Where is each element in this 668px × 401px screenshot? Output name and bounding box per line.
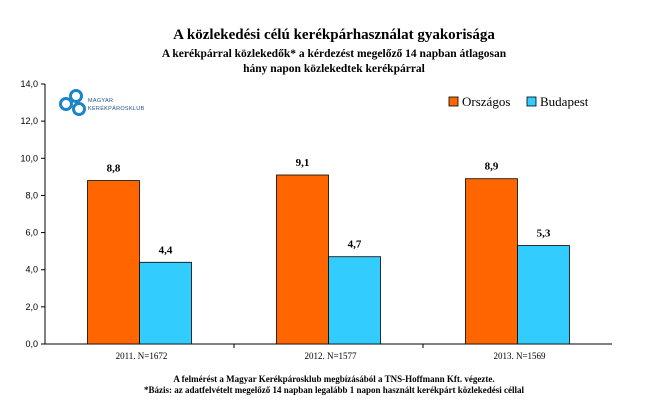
bar	[328, 256, 381, 345]
y-tick-label: 2,0	[25, 302, 38, 312]
logo: MAGYAR KERÉKPÁROSKLUB	[59, 89, 145, 116]
plot-area: 0,0 2,0 4,0 6,0 8,0 10,0 12,0 14,0 2011. N=1672 8…	[20, 79, 612, 361]
y-tick-label: 6,0	[25, 228, 38, 238]
x-category-label: 2012. N=1577	[304, 351, 357, 361]
data-label: 5,3	[537, 228, 551, 240]
bar	[465, 178, 518, 345]
y-tick-label: 8,0	[25, 190, 38, 200]
logo-text-line2: KERÉKPÁROSKLUB	[88, 105, 145, 112]
data-label: 8,9	[485, 161, 499, 173]
x-category-label: 2013. N=1569	[493, 351, 546, 361]
legend: Országos Budapest	[448, 94, 589, 109]
data-label: 8,8	[107, 163, 121, 175]
data-label: 9,1	[296, 157, 310, 169]
logo-rings-icon	[59, 89, 86, 116]
legend-swatch	[526, 96, 537, 107]
x-category-label: 2011. N=1672	[116, 351, 168, 361]
bar	[139, 261, 192, 345]
bar	[87, 180, 140, 345]
bar	[517, 245, 570, 345]
legend-swatch	[448, 96, 459, 107]
footnote-base: *Bázis: az adatfelvételt megelőző 14 nap…	[144, 385, 524, 395]
chart-subtitle: A kerékpárral közlekedők* a kérdezést me…	[161, 48, 507, 75]
y-tick-label: 12,0	[20, 116, 38, 126]
y-tick-label: 14,0	[20, 79, 38, 89]
y-tick-label: 10,0	[20, 153, 38, 163]
footnote-source: A felmérést a Magyar Kerékpárosklub megb…	[173, 374, 495, 384]
logo-text-line1: MAGYAR	[88, 98, 113, 104]
legend-label: Budapest	[540, 94, 589, 109]
y-tick-label: 4,0	[25, 265, 38, 275]
chart-title: A közlekedési célú kerékpárhasználat gya…	[173, 27, 495, 43]
data-label: 4,7	[348, 239, 362, 251]
y-tick-label: 0,0	[25, 339, 38, 349]
bar	[276, 174, 329, 345]
data-label: 4,4	[159, 244, 173, 256]
legend-label: Országos	[462, 94, 510, 109]
